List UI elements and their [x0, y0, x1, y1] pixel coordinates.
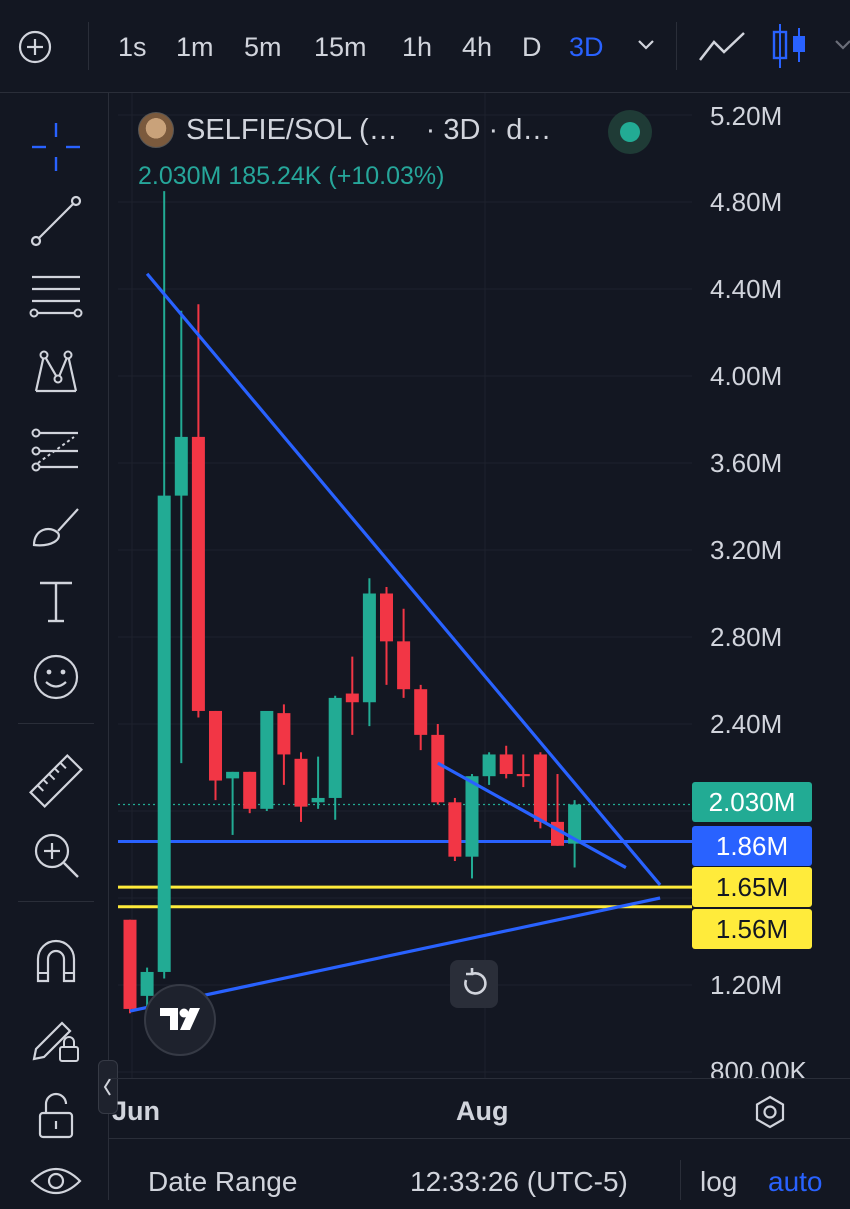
candle-body [294, 758, 308, 807]
crosshair-icon[interactable] [28, 119, 84, 175]
lock-drawing-icon[interactable] [28, 1009, 84, 1065]
candle-body [140, 971, 154, 996]
candle-body [345, 693, 359, 703]
candle-body [380, 593, 393, 642]
plus-circle-icon[interactable] [18, 30, 52, 64]
toolbar-divider [88, 22, 89, 70]
candle-body [260, 710, 274, 809]
price-label: 800.00K [710, 1056, 807, 1078]
candle-body [533, 754, 547, 822]
symbol-interval: · 3D · d… [425, 113, 552, 146]
interval-1h[interactable]: 1h [402, 32, 433, 62]
candle-body [448, 802, 462, 857]
drawing-toolbar [0, 93, 109, 1200]
tradingview-logo-icon [160, 1008, 200, 1030]
price-chart[interactable] [118, 93, 692, 1078]
candle-body [209, 710, 222, 781]
top-toolbar: 1s 1m 5m 15m 1h 4h D 3D [0, 0, 850, 93]
text-icon[interactable] [28, 573, 84, 629]
emoji-icon[interactable] [28, 649, 84, 705]
eye-icon[interactable] [28, 1153, 84, 1209]
last-price-tag: 2.030M [692, 782, 812, 822]
lock-icon[interactable] [28, 1087, 84, 1143]
auto-scale-toggle[interactable]: auto [768, 1166, 823, 1197]
candle-body [328, 697, 342, 798]
price-label: 1.20M [710, 970, 783, 1000]
trend-line-icon[interactable] [28, 193, 84, 249]
fib-retracement-icon[interactable] [28, 269, 84, 325]
candle-body [243, 771, 257, 809]
candle-body [174, 436, 188, 496]
candle-body [277, 713, 291, 755]
candle-body [482, 754, 496, 777]
candle-body [226, 771, 240, 779]
trend-line [145, 272, 662, 886]
reset-chart-button[interactable] [450, 960, 498, 1008]
candle-body [568, 804, 582, 844]
interval-3D[interactable]: 3D [569, 32, 604, 62]
candle-body [123, 919, 137, 1009]
interval-1m[interactable]: 1m [176, 32, 214, 62]
sidebar-collapse-handle[interactable] [98, 1060, 118, 1114]
price-label: 3.20M [710, 535, 783, 565]
trend-line [129, 896, 661, 1013]
interval-15m[interactable]: 15m [314, 32, 367, 62]
rotate-ccw-icon [464, 968, 487, 995]
chevron-down-icon[interactable] [834, 38, 850, 52]
tradingview-logo[interactable] [144, 984, 216, 1056]
time-label: Jun [112, 1096, 161, 1126]
candle-body [431, 734, 445, 803]
magnet-icon[interactable] [28, 933, 84, 989]
market-status-icon[interactable] [608, 110, 652, 154]
candle-body [397, 641, 411, 690]
forecast-icon[interactable] [28, 423, 84, 479]
price-label: 4.40M [710, 274, 783, 304]
candle-body [499, 754, 513, 775]
candle-body [465, 776, 479, 857]
interval-4h[interactable]: 4h [462, 32, 493, 62]
ruler-icon[interactable] [28, 753, 84, 809]
ohlc-values: 2.030M 185.24K (+10.03%) [138, 162, 445, 190]
date-range-button[interactable]: Date Range [148, 1166, 298, 1197]
trend-line [437, 761, 627, 869]
candle-body [414, 689, 428, 735]
brush-icon[interactable] [28, 499, 84, 555]
clock-display[interactable]: 12:33:26 (UTC-5) [410, 1166, 628, 1197]
price-label: 2.80M [710, 622, 783, 652]
log-scale-toggle[interactable]: log [700, 1166, 738, 1197]
bottom-bar-divider [680, 1160, 681, 1200]
chevron-down-icon[interactable] [636, 38, 656, 52]
hline-price-tag: 1.56M [692, 909, 812, 949]
price-label: 5.20M [710, 101, 783, 131]
candle-body [157, 495, 171, 972]
interval-D[interactable]: D [522, 32, 542, 62]
candle-body [362, 593, 376, 703]
toolbar-divider [676, 22, 677, 70]
sidebar-divider [18, 901, 94, 902]
price-label: 3.60M [710, 448, 783, 478]
sidebar-divider [18, 723, 94, 724]
hline-price-tag: 1.86M [692, 826, 812, 866]
bottom-bar [108, 1138, 850, 1201]
price-label: 4.80M [710, 187, 783, 217]
time-axis[interactable] [108, 1078, 850, 1139]
candles-icon[interactable] [770, 22, 810, 70]
symbol-name: SELFIE/SOL (… [186, 113, 398, 146]
price-label: 4.00M [710, 361, 783, 391]
gear-icon[interactable] [752, 1094, 788, 1130]
symbol-logo [138, 112, 174, 148]
interval-5m[interactable]: 5m [244, 32, 282, 62]
price-label: 2.40M [710, 709, 783, 739]
candle-body [191, 436, 205, 711]
chevron-left-icon [103, 1078, 111, 1096]
candle-body [516, 774, 530, 777]
zoom-in-icon[interactable] [28, 827, 84, 883]
time-label: Aug [456, 1096, 509, 1126]
candle-body [311, 797, 325, 803]
symbol-legend[interactable]: SELFIE/SOL (… · 3D · d… [138, 112, 551, 148]
interval-1s[interactable]: 1s [118, 32, 147, 62]
pattern-icon[interactable] [28, 345, 84, 401]
hline-price-tag: 1.65M [692, 867, 812, 907]
line-chart-icon[interactable] [698, 30, 748, 64]
